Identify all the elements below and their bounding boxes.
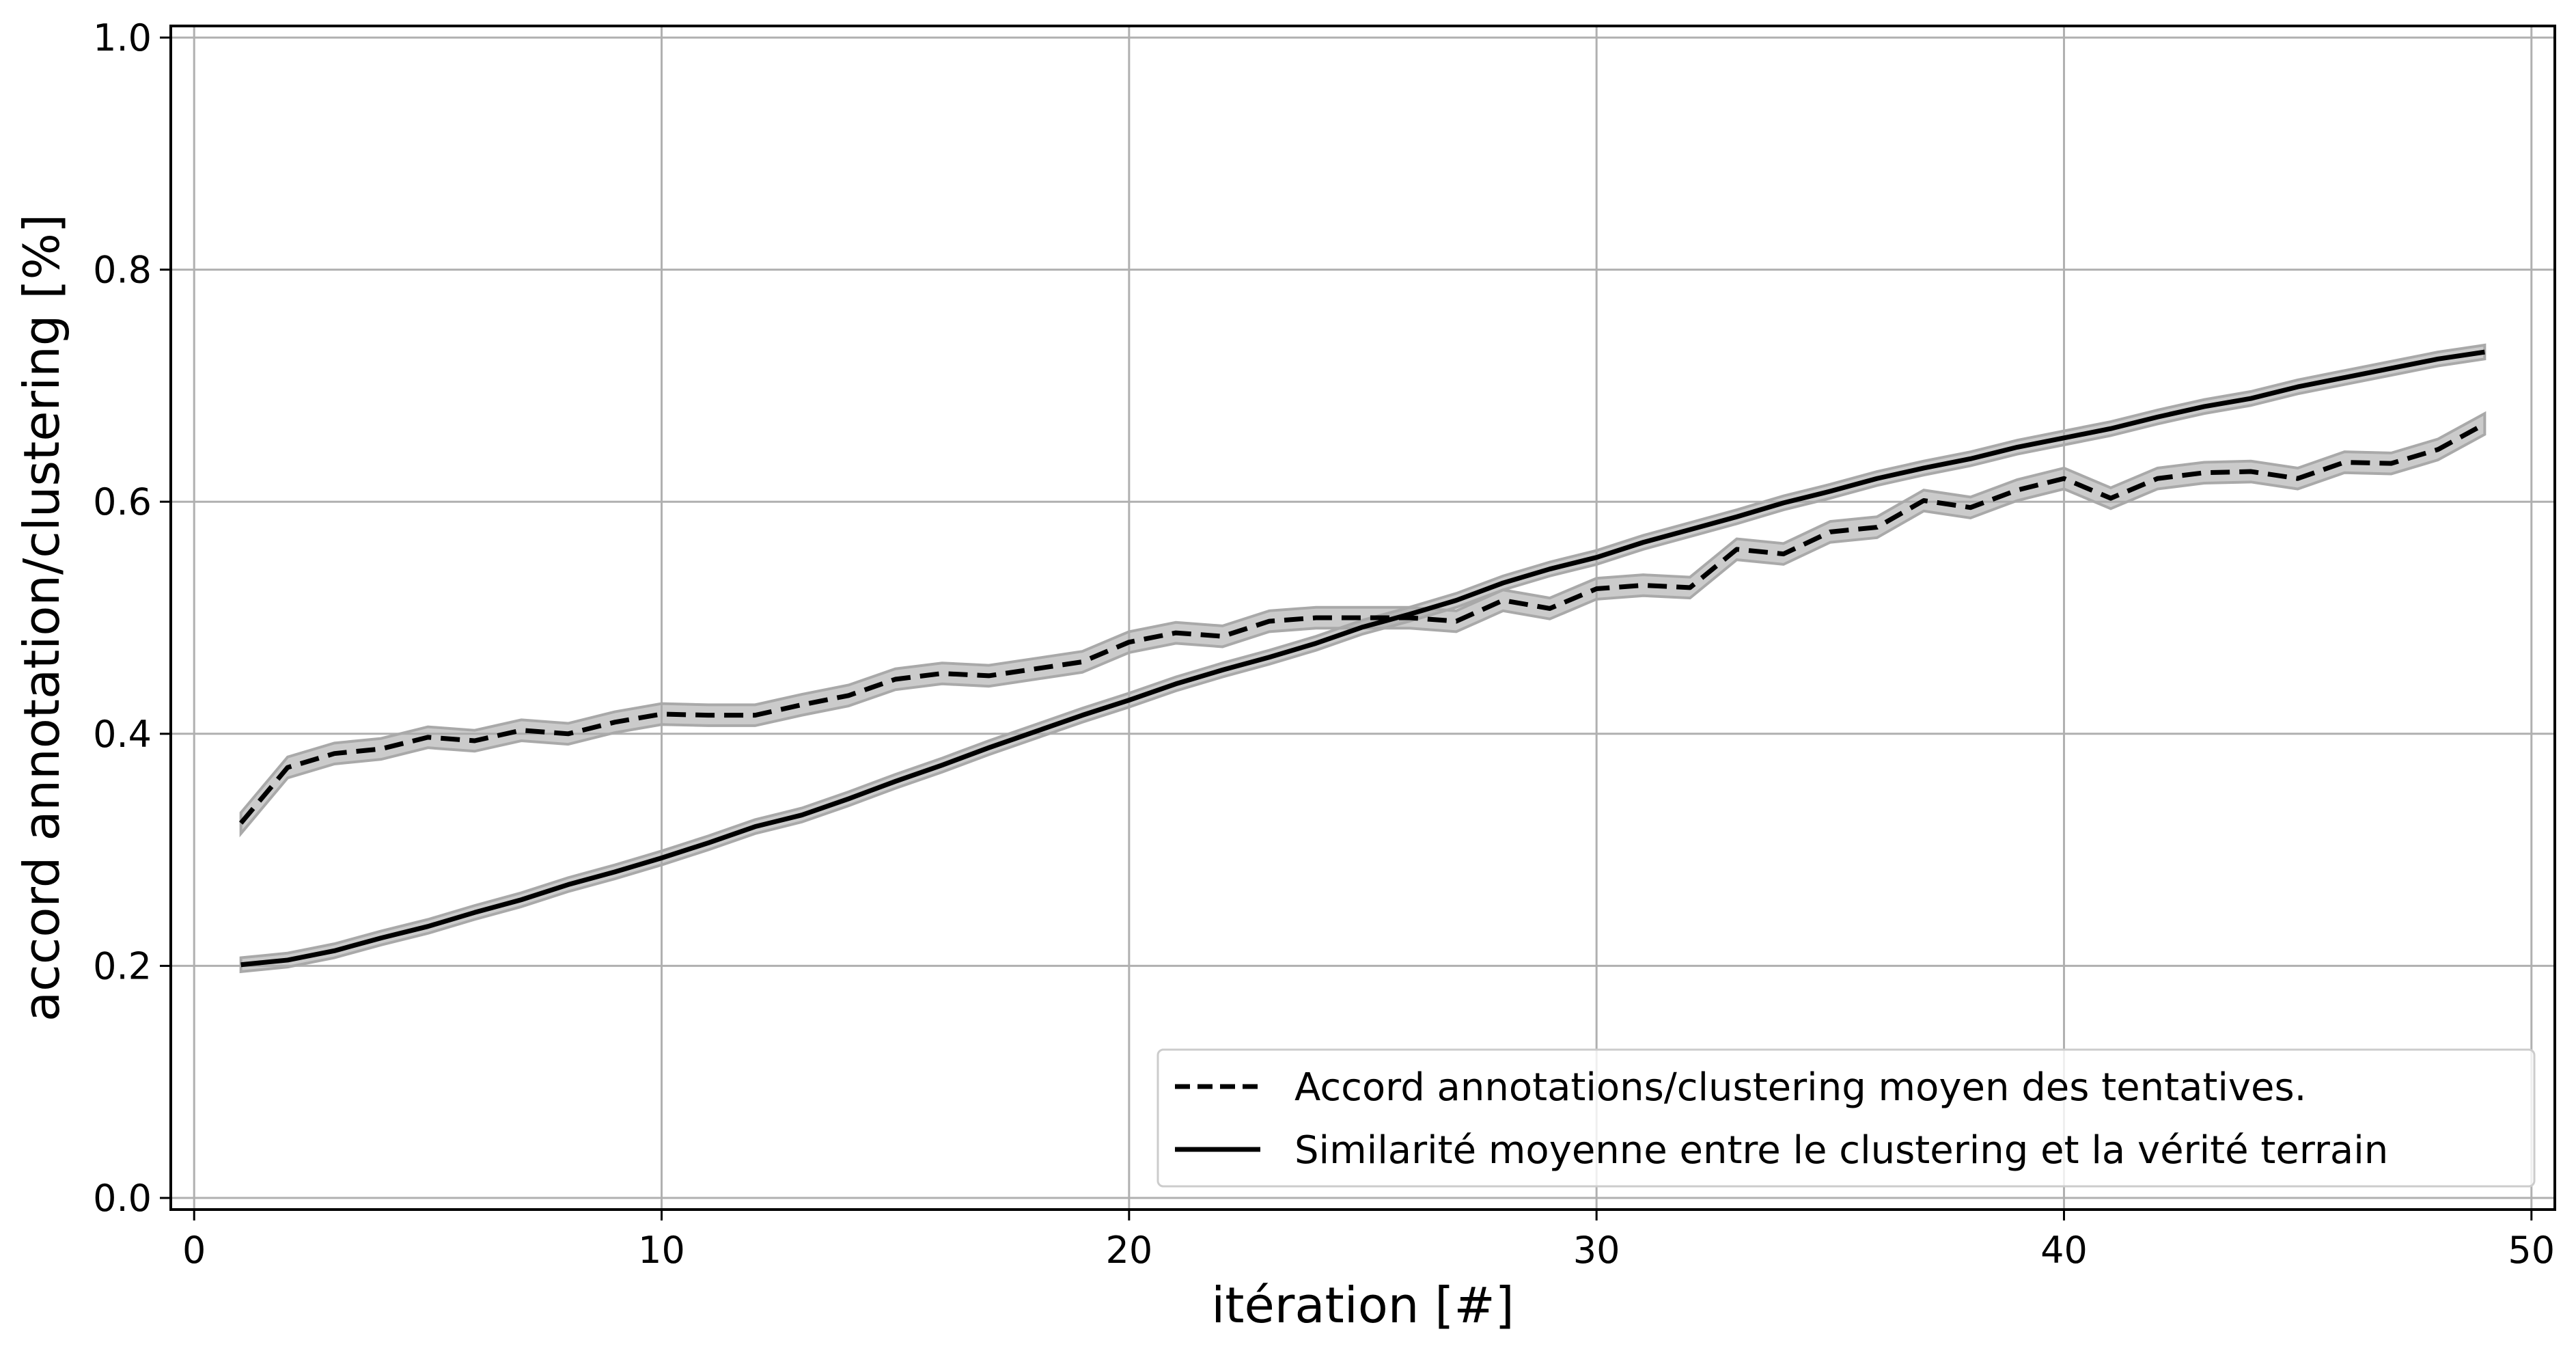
series-band-1 [239,343,2487,974]
x-tick-label: 50 [2508,1229,2555,1272]
series-lines [238,349,2487,968]
legend: Accord annotations/clustering moyen des … [1157,1048,2536,1188]
x-tick-label: 40 [2040,1229,2088,1272]
x-axis-label: itération [#] [1211,1277,1514,1334]
series-line-0 [238,422,2487,825]
x-tick-label: 0 [182,1229,206,1272]
y-tick-label: 0.0 [93,1177,152,1220]
x-tick-label: 30 [1573,1229,1620,1272]
legend-entry-accord: Accord annotations/clustering moyen des … [1294,1065,2306,1110]
y-tick-label: 1.0 [93,16,152,59]
x-tick-label: 10 [638,1229,685,1272]
y-tick-label: 0.4 [93,713,152,756]
y-axis-label: accord annotation/clustering [%] [13,214,70,1022]
plot-frame [169,25,2556,1211]
series-line-1 [240,349,2485,968]
x-tick-label: 20 [1105,1229,1152,1272]
y-tick-label: 0.6 [93,480,152,523]
y-tick-label: 0.2 [93,944,152,987]
y-tick-label: 0.8 [93,249,152,292]
legend-entry-similarite: Similarité moyenne entre le clustering e… [1294,1128,2388,1173]
axis-ticks: 0 10 20 30 40 50 0.0 0.2 0.4 0.6 0.8 1.0 [93,16,2555,1272]
legend-box [1157,1048,2536,1188]
confidence-bands [239,343,2487,974]
grid [171,26,2555,1210]
